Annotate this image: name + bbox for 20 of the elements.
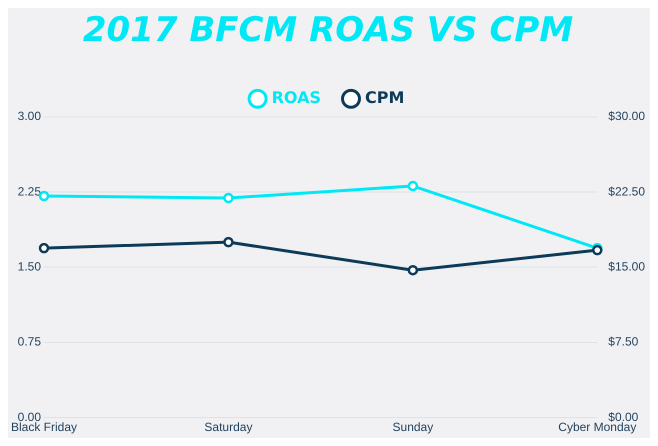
y2-tick-label: $7.50 (608, 334, 639, 349)
legend-label: CPM (365, 88, 404, 107)
legend-label: ROAS (272, 88, 322, 107)
y-tick-label: 0.75 (18, 334, 42, 349)
y2-tick-label: $22.50 (608, 184, 646, 198)
y2-tick-label: $30.00 (608, 109, 646, 124)
point (408, 264, 418, 276)
y-tick-label: 1.50 (18, 260, 42, 274)
y-tick-label: 3.00 (18, 109, 42, 124)
x-tick-label: Sunday (392, 420, 434, 434)
point (408, 180, 418, 192)
y-tick-label: 2.25 (18, 184, 42, 198)
x-tick-label: Saturday (204, 420, 252, 434)
y2-tick-label: $15.00 (608, 260, 646, 274)
point (38, 190, 50, 202)
point (38, 242, 50, 254)
y2-tick-label: $0.00 (608, 410, 639, 424)
point (223, 236, 234, 248)
point (223, 192, 234, 204)
chart-title: 2017 BFCM ROAS VS CPM (82, 10, 574, 50)
